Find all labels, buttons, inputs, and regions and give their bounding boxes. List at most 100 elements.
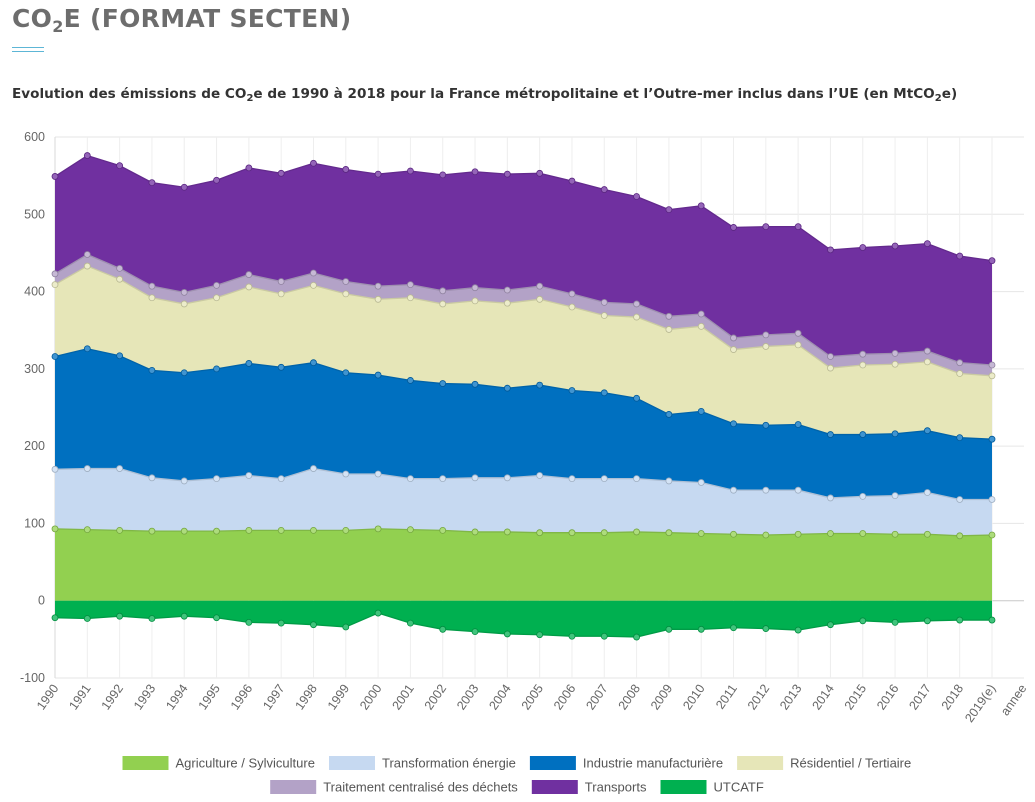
y-tick-label: 200 xyxy=(24,439,45,453)
point-transformation-energie xyxy=(859,492,867,500)
point-industrie-manufacturiere xyxy=(988,435,996,443)
point-utcatf xyxy=(503,630,511,638)
x-tick-label: 2019(e) xyxy=(962,682,998,725)
chart-areas xyxy=(55,155,992,638)
x-tick-label: 2015 xyxy=(842,682,869,713)
point-transformation-energie xyxy=(310,465,317,472)
point-industrie-manufacturiere xyxy=(83,345,91,353)
point-transports xyxy=(891,242,899,250)
point-residentiel-tertiaire xyxy=(536,295,544,303)
point-transformation-energie xyxy=(633,475,640,483)
point-residentiel-tertiaire xyxy=(310,281,317,289)
x-tick-label: 2018 xyxy=(939,682,966,713)
y-tick-label: -100 xyxy=(20,671,45,685)
point-transports xyxy=(536,169,544,177)
point-traitement-centralise-des-dechets xyxy=(213,281,220,289)
point-transformation-energie xyxy=(51,465,59,473)
point-transports xyxy=(923,240,931,248)
point-utcatf xyxy=(148,615,156,622)
point-traitement-centralise-des-dechets xyxy=(730,334,737,342)
point-traitement-centralise-des-dechets xyxy=(827,353,834,360)
legend-label: Transports xyxy=(585,780,647,795)
point-utcatf xyxy=(116,612,124,620)
x-tick-label: 1994 xyxy=(163,682,190,713)
point-transformation-energie xyxy=(374,470,382,478)
point-industrie-manufacturiere xyxy=(762,421,770,429)
point-residentiel-tertiaire xyxy=(439,300,447,308)
point-agriculture-sylviculture xyxy=(730,530,737,538)
y-tick-label: 0 xyxy=(38,594,45,608)
point-agriculture-sylviculture xyxy=(277,526,285,534)
point-transports xyxy=(213,176,220,184)
point-utcatf xyxy=(988,616,996,624)
point-transformation-energie xyxy=(568,475,576,483)
point-utcatf xyxy=(374,609,382,617)
point-utcatf xyxy=(407,619,414,627)
point-industrie-manufacturiere xyxy=(213,365,220,373)
point-transformation-energie xyxy=(407,475,414,483)
point-traitement-centralise-des-dechets xyxy=(439,287,447,295)
x-tick-label: 2002 xyxy=(422,682,449,713)
point-traitement-centralise-des-dechets xyxy=(245,271,253,278)
point-traitement-centralise-des-dechets xyxy=(471,284,479,292)
point-transformation-energie xyxy=(83,465,91,472)
line-utcatf xyxy=(54,612,992,638)
point-transports xyxy=(439,171,447,179)
point-industrie-manufacturiere xyxy=(827,431,834,438)
line-transports xyxy=(54,154,993,262)
point-utcatf xyxy=(180,612,188,620)
point-agriculture-sylviculture xyxy=(859,530,867,537)
point-traitement-centralise-des-dechets xyxy=(600,298,608,306)
point-residentiel-tertiaire xyxy=(342,290,350,298)
point-residentiel-tertiaire xyxy=(794,341,802,349)
point-residentiel-tertiaire xyxy=(568,303,576,311)
point-industrie-manufacturiere xyxy=(730,420,737,428)
point-agriculture-sylviculture xyxy=(407,526,414,534)
area-residentiel-tertiaire xyxy=(55,266,992,440)
point-transports xyxy=(83,152,91,159)
legend-item-utcatf: UTCATF xyxy=(660,780,764,795)
point-agriculture-sylviculture xyxy=(956,532,964,540)
x-tick-label: 2001 xyxy=(389,682,416,713)
point-agriculture-sylviculture xyxy=(762,531,770,539)
line-residentiel-tertiaire xyxy=(54,265,993,377)
point-transports xyxy=(503,170,511,178)
point-agriculture-sylviculture xyxy=(213,527,220,535)
point-residentiel-tertiaire xyxy=(923,358,931,366)
point-transformation-energie xyxy=(245,472,253,479)
point-transports xyxy=(277,169,285,177)
point-agriculture-sylviculture xyxy=(83,526,91,534)
point-traitement-centralise-des-dechets xyxy=(697,310,705,318)
x-tick-label: 1995 xyxy=(196,682,223,713)
area-transports xyxy=(55,155,992,365)
point-agriculture-sylviculture xyxy=(633,528,640,536)
point-transformation-energie xyxy=(439,475,447,483)
point-transports xyxy=(827,246,834,254)
point-utcatf xyxy=(730,624,737,632)
point-traitement-centralise-des-dechets xyxy=(859,350,867,358)
point-transformation-energie xyxy=(665,477,673,485)
point-industrie-manufacturiere xyxy=(51,353,59,360)
point-agriculture-sylviculture xyxy=(568,529,576,537)
legend-label: Industrie manufacturière xyxy=(583,756,723,771)
point-industrie-manufacturiere xyxy=(891,430,899,438)
point-agriculture-sylviculture xyxy=(923,530,931,538)
point-transports xyxy=(956,252,964,260)
point-utcatf xyxy=(633,633,640,641)
point-utcatf xyxy=(536,631,544,639)
line-transformation-energie xyxy=(54,467,992,501)
point-residentiel-tertiaire xyxy=(180,300,188,308)
point-agriculture-sylviculture xyxy=(116,526,124,534)
point-agriculture-sylviculture xyxy=(827,530,834,537)
point-traitement-centralise-des-dechets xyxy=(923,347,931,355)
point-industrie-manufacturiere xyxy=(697,407,705,415)
point-utcatf xyxy=(51,614,59,622)
line-traitement-centralise-des-dechets xyxy=(54,253,993,366)
point-utcatf xyxy=(762,625,770,632)
x-tick-label: 2004 xyxy=(486,682,513,713)
point-utcatf xyxy=(956,616,964,624)
point-industrie-manufacturiere xyxy=(471,380,479,388)
point-industrie-manufacturiere xyxy=(116,352,124,360)
point-agriculture-sylviculture xyxy=(600,529,608,537)
